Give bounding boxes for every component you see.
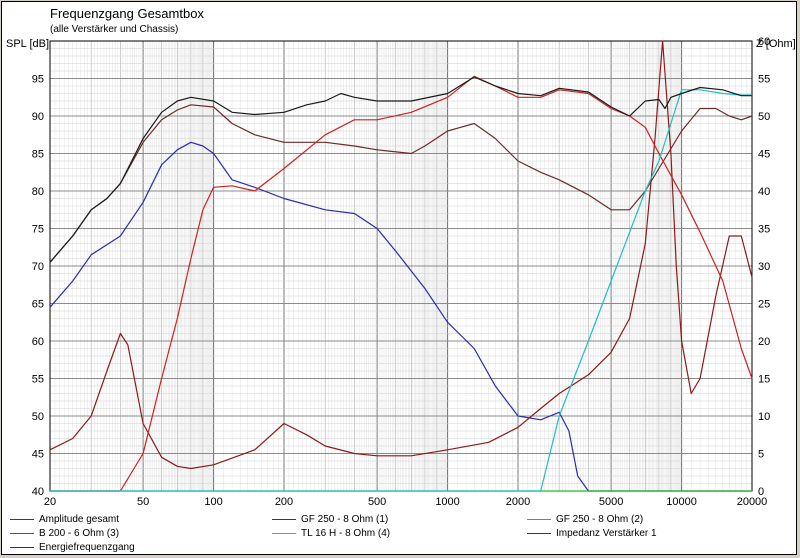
series-line-7 <box>49 76 752 263</box>
legend-label: Amplitude gesamt <box>39 514 120 525</box>
x-tick-label: 20 <box>44 496 56 508</box>
legend-gf250-1: GF 250 - 8 Ohm (1) <box>272 514 388 525</box>
y-tick-label-right: 60 <box>758 36 770 48</box>
legend-swatch <box>272 519 296 520</box>
series-line-3 <box>49 40 753 470</box>
y-tick-label-right: 45 <box>758 149 770 161</box>
x-tick-label: 50 <box>137 496 149 508</box>
legend-amplitude-gesamt: Amplitude gesamt <box>10 514 119 525</box>
x-tick-label: 100 <box>204 496 222 508</box>
legend-label: GF 250 - 8 Ohm (2) <box>556 514 644 525</box>
y-axis-label-left: SPL [dB] <box>6 38 49 50</box>
legend-label: B 200 - 6 Ohm (3) <box>39 528 120 539</box>
legend-swatch <box>527 519 551 520</box>
y-tick-label-left: 95 <box>32 74 44 86</box>
y-axis-label-right: Z [Ohm] <box>756 38 796 50</box>
legend-gf250-2: GF 250 - 8 Ohm (2) <box>527 514 643 525</box>
legend-swatch <box>10 519 34 520</box>
y-tick-label-right: 50 <box>758 111 770 123</box>
series-line-5 <box>50 89 752 492</box>
y-tick-label-left: 40 <box>32 486 44 498</box>
legend-label: Impedanz Verstärker 1 <box>556 528 657 539</box>
y-tick-label-left: 45 <box>32 449 44 461</box>
y-tick-label-right: 0 <box>758 486 764 498</box>
legend-swatch <box>272 533 296 534</box>
y-tick-label-left: 65 <box>32 299 44 311</box>
y-tick-label-right: 30 <box>758 261 770 273</box>
legend-label: Energiefrequenzgang <box>39 542 135 553</box>
legend-swatch <box>10 547 34 548</box>
legend-label: GF 250 - 8 Ohm (1) <box>301 514 389 525</box>
chart-subtitle: (alle Verstärker und Chassis) <box>50 24 179 35</box>
x-tick-label: 20000 <box>737 496 768 508</box>
y-tick-label-left: 85 <box>32 149 44 161</box>
y-tick-label-right: 20 <box>758 336 770 348</box>
y-tick-label-left: 70 <box>32 261 44 273</box>
x-tick-label: 2000 <box>506 496 530 508</box>
x-tick-label: 500 <box>368 496 386 508</box>
legend-tl16h-4: TL 16 H - 8 Ohm (4) <box>272 528 390 539</box>
x-tick-label: 10000 <box>666 496 697 508</box>
y-tick-label-right: 15 <box>758 374 770 386</box>
y-tick-label-right: 25 <box>758 299 770 311</box>
legend-impedanz: Impedanz Verstärker 1 <box>527 528 657 539</box>
y-tick-label-left: 55 <box>32 374 44 386</box>
x-tick-label: 5000 <box>599 496 623 508</box>
legend-swatch <box>10 533 34 534</box>
y-tick-label-left: 50 <box>32 411 44 423</box>
y-tick-label-left: 75 <box>32 224 44 236</box>
y-tick-label-left: 80 <box>32 186 44 198</box>
x-tick-label: 1000 <box>435 496 459 508</box>
legend-swatch <box>527 533 551 534</box>
series-line-1 <box>49 141 752 492</box>
y-tick-label-left: 90 <box>32 111 44 123</box>
legend-label: TL 16 H - 8 Ohm (4) <box>301 528 391 539</box>
y-tick-label-left: 60 <box>32 336 44 348</box>
y-tick-label-right: 5 <box>758 449 764 461</box>
legend-energiefrequenzgang: Energiefrequenzgang <box>10 542 135 553</box>
chart-title: Frequenzgang Gesamtbox <box>50 6 204 21</box>
y-tick-label-right: 10 <box>758 411 770 423</box>
series-line-0 <box>49 104 753 263</box>
x-tick-label: 200 <box>275 496 293 508</box>
y-tick-label-right: 40 <box>758 186 770 198</box>
y-tick-label-right: 55 <box>758 74 770 86</box>
chart-legend: Amplitude gesamt GF 250 - 8 Ohm (1) GF 2… <box>0 512 800 556</box>
y-tick-label-right: 35 <box>758 224 770 236</box>
legend-b200-3: B 200 - 6 Ohm (3) <box>10 528 119 539</box>
series-line-4 <box>50 75 753 492</box>
